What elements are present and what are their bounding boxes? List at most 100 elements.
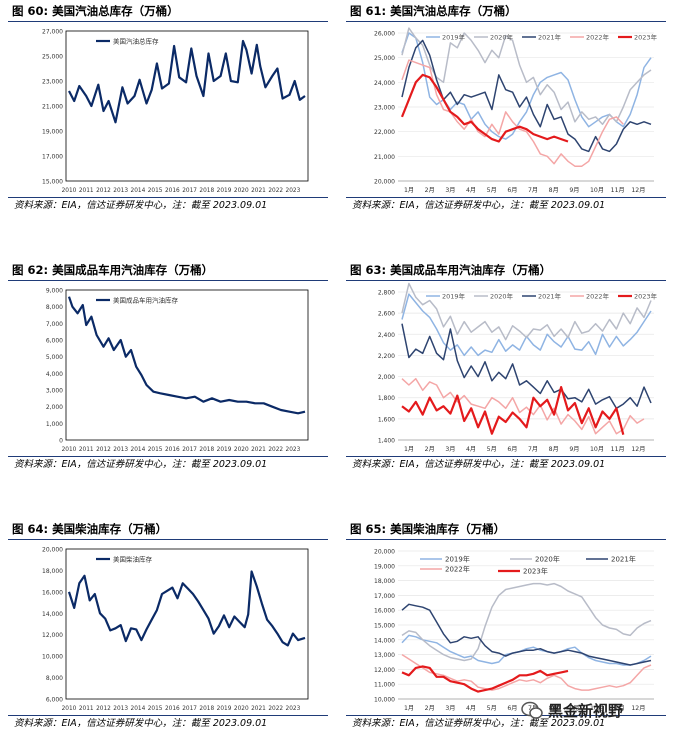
x-tick-label: 2023 — [286, 706, 301, 712]
x-tick-label: 4月 — [466, 187, 476, 194]
y-tick-label: 27,000 — [42, 29, 63, 36]
watermark-text: 黑金新视野 — [548, 702, 624, 720]
chart-source: 资料来源：EIA，信达证券研发中心，注：截至 2023.09.01 — [346, 197, 666, 214]
chart-plot: 6,000 8,000 10,000 12,000 14,000 16,000 18,000… — [42, 547, 309, 712]
x-tick-label: 2017 — [182, 706, 197, 712]
x-tick-label: 1月 — [404, 705, 414, 712]
x-tick-label: 1月 — [404, 446, 414, 453]
x-tick-label: 5月 — [487, 187, 497, 194]
y-tick-label: 25,000 — [374, 55, 395, 62]
y-tick-label: 26,000 — [374, 31, 395, 38]
x-tick-label: 10月 — [590, 446, 604, 453]
y-tick-label: 2,600 — [378, 311, 395, 318]
legend-label: 2022年 — [586, 292, 610, 301]
x-tick-label: 2022 — [268, 188, 283, 194]
y-tick-label: 2,200 — [378, 353, 395, 360]
x-tick-label: 7月 — [528, 187, 538, 194]
series-line — [401, 377, 645, 435]
y-tick-label: 15,000 — [42, 179, 63, 186]
chart-plot: 20,000 21,000 22,000 23,000 24,000 25,000 26,0… — [374, 27, 658, 194]
x-tick-label: 2020 — [234, 706, 249, 712]
x-tick-label: 11月 — [611, 187, 625, 194]
legend-label: 美国成品车用汽油库存 — [113, 296, 179, 305]
x-tick-label: 2016 — [165, 447, 180, 453]
y-tick-label: 15,000 — [374, 623, 395, 630]
x-tick-label: 2016 — [165, 706, 180, 712]
legend-label: 2021年 — [611, 555, 636, 564]
x-tick-label: 2018 — [199, 188, 214, 194]
x-tick-label: 9月 — [569, 187, 579, 194]
chart-title: 图 62: 美国成品车用汽油库存（万桶） — [8, 262, 328, 281]
x-tick-label: 2014 — [131, 188, 146, 194]
x-tick-label: 2012 — [96, 188, 111, 194]
x-tick-label: 2011 — [79, 188, 94, 194]
x-tick-label: 10月 — [590, 187, 604, 194]
y-tick-label: 14,000 — [374, 637, 395, 644]
y-tick-label: 23,000 — [374, 105, 395, 112]
y-tick-label: 2,800 — [378, 290, 395, 297]
series-line — [401, 603, 652, 666]
legend-label: 2019年 — [445, 555, 470, 564]
legend-label: 2020年 — [490, 33, 514, 42]
series-line — [400, 73, 569, 143]
x-tick-label: 2023 — [286, 188, 301, 194]
x-tick-label: 5月 — [487, 446, 497, 453]
x-tick-label: 8月 — [549, 187, 559, 194]
x-tick-label: 10月 — [590, 705, 604, 712]
y-tick-label: 7,000 — [46, 321, 63, 328]
x-tick-label: 2019 — [217, 188, 232, 194]
y-tick-label: 14,000 — [42, 611, 63, 618]
y-tick-label: 9,000 — [46, 288, 63, 295]
plot-frame — [65, 548, 309, 700]
x-tick-label: 2010 — [62, 447, 77, 453]
y-tick-label: 2,000 — [378, 374, 395, 381]
x-tick-label: 8月 — [549, 705, 559, 712]
y-tick-label: 20,000 — [374, 179, 395, 186]
chart-title: 图 65: 美国柴油库存（万桶） — [346, 521, 666, 540]
x-tick-label: 2014 — [131, 706, 146, 712]
legend-label: 2023年 — [523, 567, 548, 576]
x-tick-label: 3月 — [445, 446, 455, 453]
chart-panel-60: 图 60: 美国汽油总库存（万桶） 15,000 17,000 19,000 21,0… — [8, 3, 328, 228]
y-tick-label: 20,000 — [42, 547, 63, 554]
y-tick-label: 22,000 — [374, 129, 395, 136]
series-line — [401, 39, 652, 153]
x-tick-label: 6月 — [507, 187, 517, 194]
series-line — [68, 39, 306, 124]
x-tick-label: 3月 — [445, 705, 455, 712]
plot-frame — [65, 289, 309, 441]
y-tick-label: 3,000 — [46, 388, 63, 395]
x-tick-label: 2014 — [131, 447, 146, 453]
series-line — [401, 385, 625, 435]
x-tick-label: 2018 — [199, 447, 214, 453]
y-tick-label: 12,000 — [42, 632, 63, 639]
y-tick-label: 18,000 — [42, 568, 63, 575]
series-line — [67, 296, 306, 415]
legend-label: 2023年 — [634, 33, 658, 42]
chart-plot: 15,000 17,000 19,000 21,000 23,000 25,000 27,0… — [42, 29, 309, 194]
y-tick-label: 2,400 — [378, 332, 395, 339]
chart-panel-65: 图 65: 美国柴油库存（万桶） 10,000 11,000 12,000 13,00… — [346, 521, 666, 746]
y-tick-label: 23,000 — [42, 79, 63, 86]
x-tick-label: 3月 — [445, 187, 455, 194]
y-tick-label: 17,000 — [374, 593, 395, 600]
x-tick-label: 9月 — [569, 705, 579, 712]
series-line — [401, 59, 624, 167]
y-tick-label: 21,000 — [374, 154, 395, 161]
x-tick-label: 2019 — [217, 706, 232, 712]
y-tick-label: 16,000 — [374, 608, 395, 615]
series-line — [401, 653, 652, 691]
y-tick-label: 1,600 — [378, 416, 395, 423]
y-tick-label: 1,400 — [378, 438, 395, 445]
x-tick-label: 2017 — [182, 447, 197, 453]
y-tick-label: 12,000 — [374, 667, 395, 674]
y-tick-label: 25,000 — [42, 54, 63, 61]
x-tick-label: 5月 — [487, 705, 497, 712]
x-tick-label: 2010 — [62, 706, 77, 712]
chart-title: 图 61: 美国汽油总库存（万桶） — [346, 3, 666, 22]
y-tick-label: 4,000 — [46, 371, 63, 378]
legend-label: 美国柴油库存 — [113, 555, 153, 564]
y-tick-label: 17,000 — [42, 154, 63, 161]
y-tick-label: 2,000 — [46, 404, 63, 411]
chart-title: 图 63: 美国成品车用汽油库存（万桶） — [346, 262, 666, 281]
